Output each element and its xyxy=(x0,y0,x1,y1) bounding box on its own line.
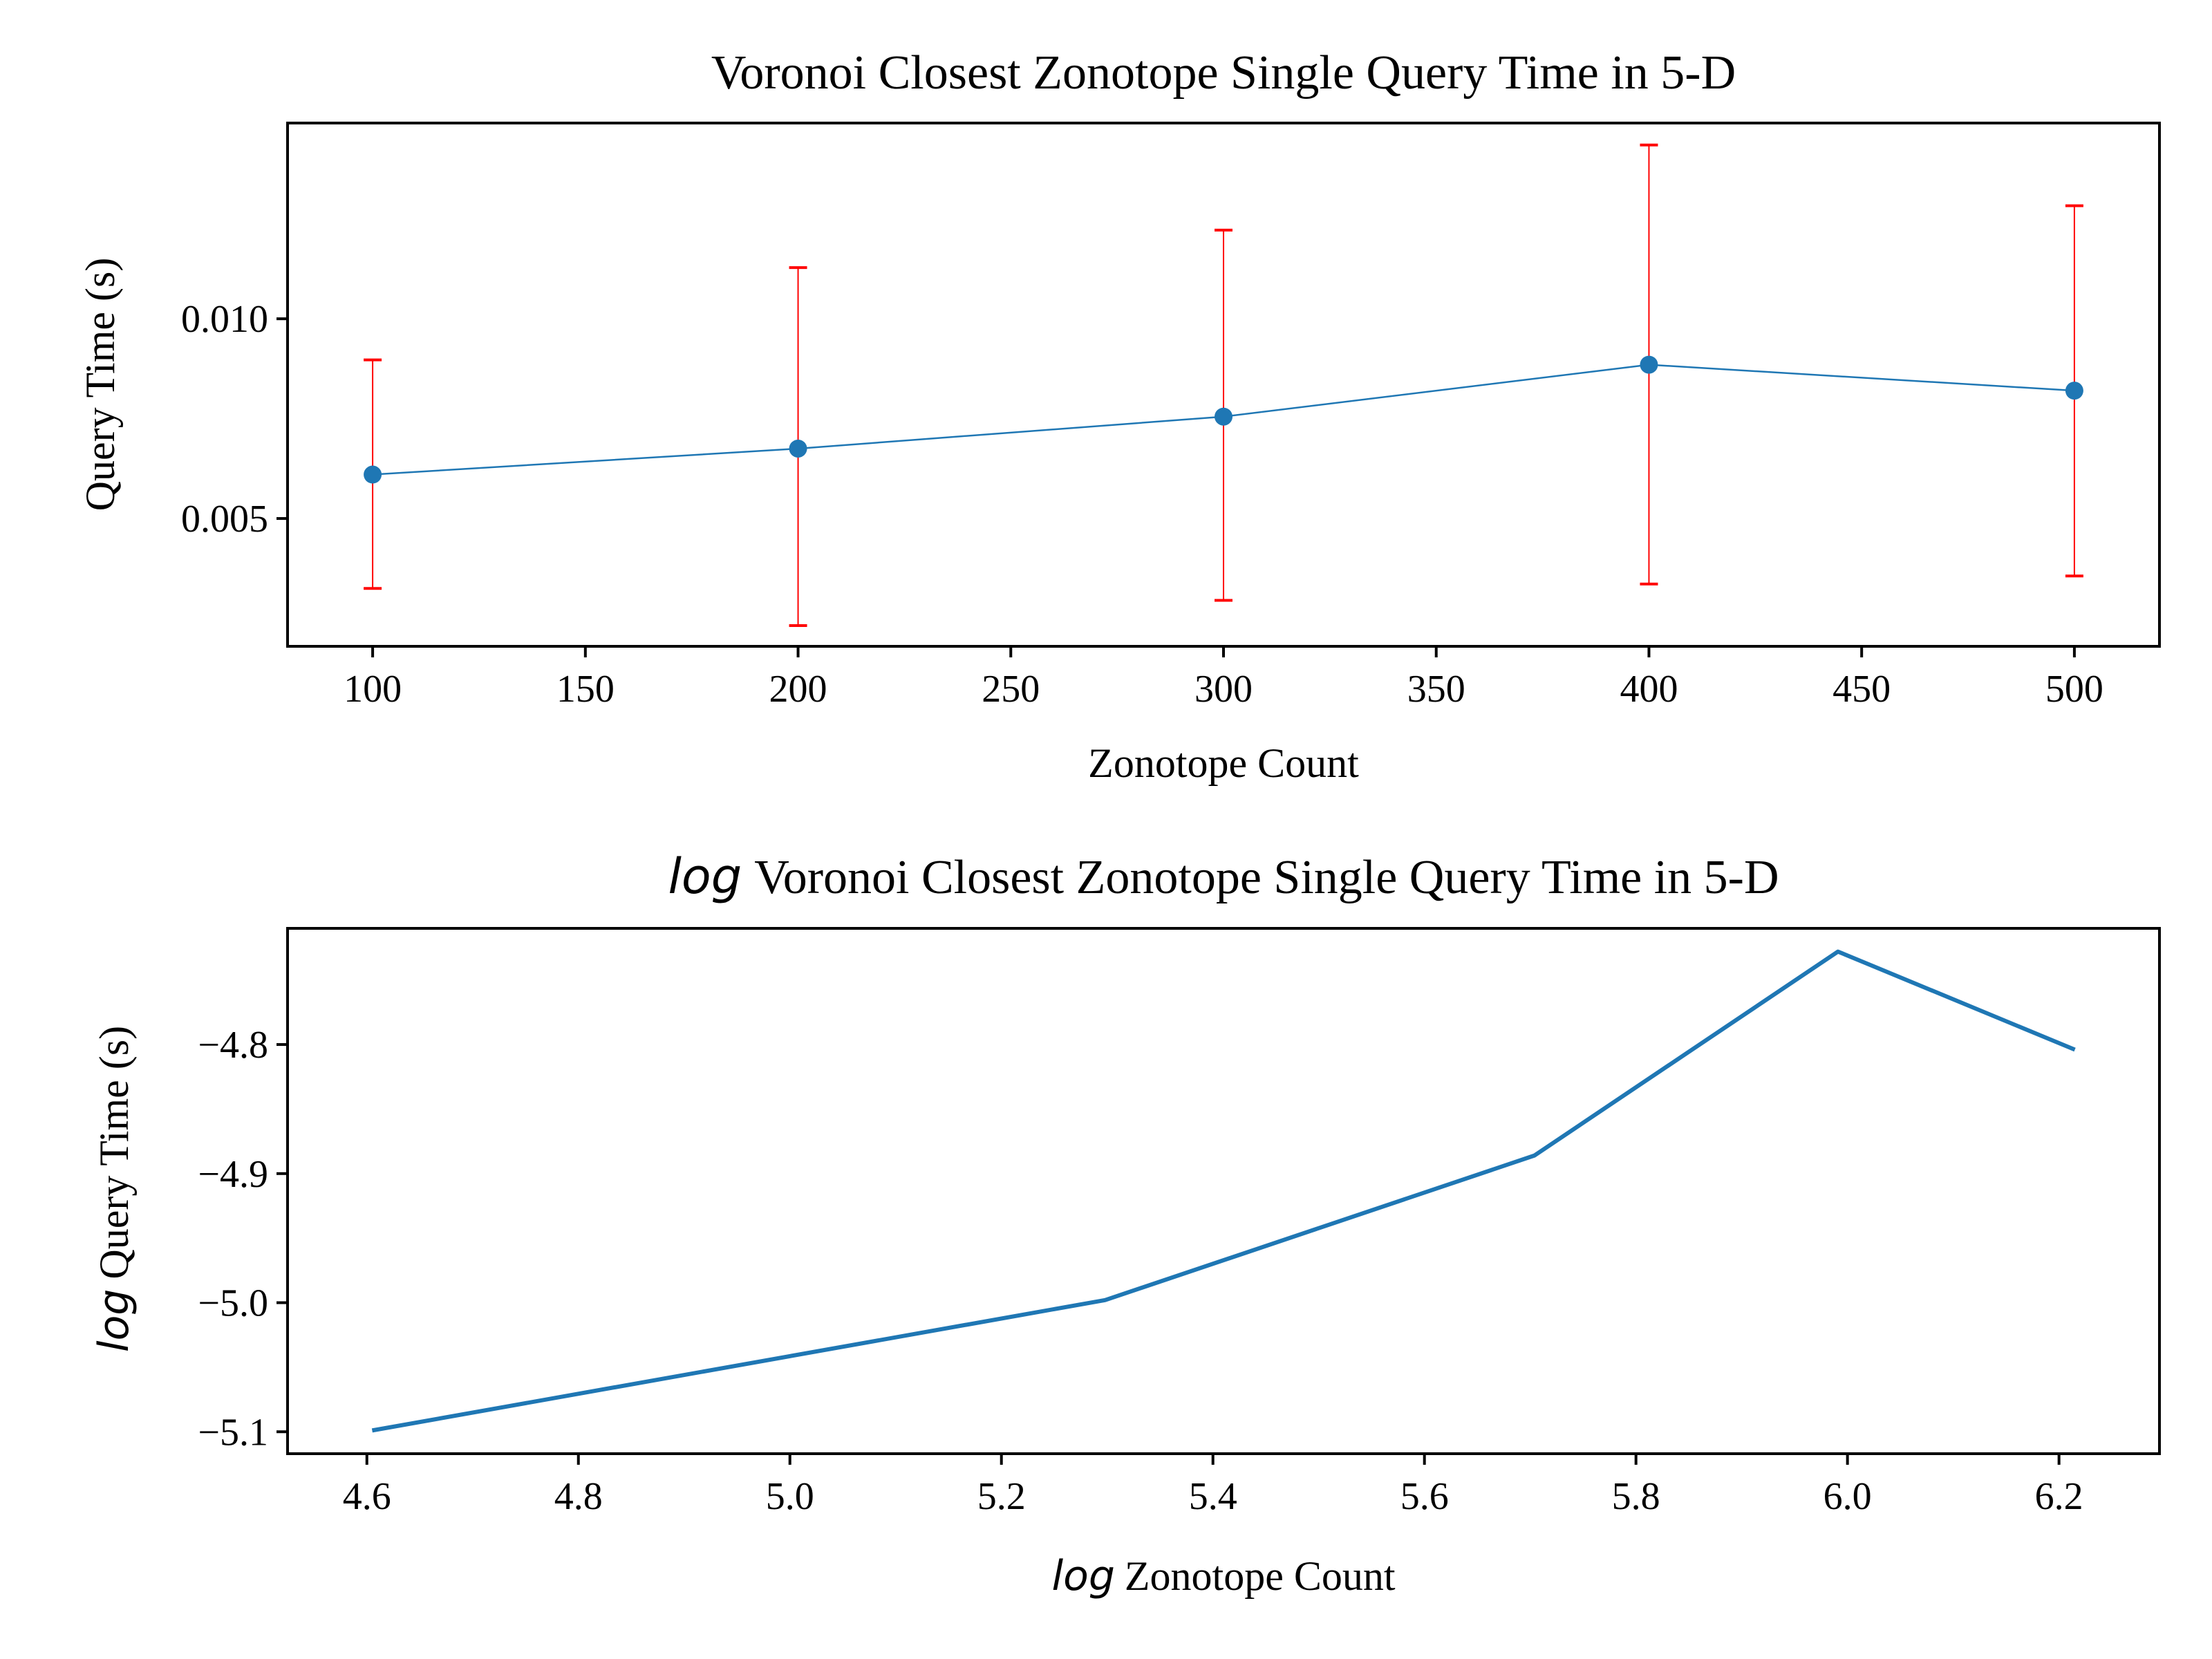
x-tick-label: 6.0 xyxy=(1824,1475,1872,1518)
chart-bottom-title-text: Voronoi Closest Zonotope Single Query Ti… xyxy=(754,851,1779,904)
x-tick-label: 4.6 xyxy=(343,1475,391,1518)
chart-bottom-x-label-text: Zonotope Count xyxy=(1125,1553,1396,1599)
data-point xyxy=(364,465,382,484)
chart-top: Voronoi Closest Zonotope Single Query Ti… xyxy=(77,46,2161,786)
chart-bottom-x-label: log Zonotope Count xyxy=(1051,1552,1395,1600)
chart-bottom-title: log Voronoi Closest Zonotope Single Query… xyxy=(668,848,1779,905)
x-tick-label: 200 xyxy=(769,668,827,711)
chart-top-series xyxy=(364,355,2083,484)
y-tick-label: −4.9 xyxy=(198,1153,268,1196)
y-tick-label: −5.1 xyxy=(198,1411,268,1454)
chart-top-y-label: Query Time (s) xyxy=(77,258,123,512)
chart-bottom-y-ticks: −5.1 −5.0 −4.9 −4.8 xyxy=(198,1024,288,1454)
x-tick-label: 6.2 xyxy=(2035,1475,2083,1518)
x-tick-label: 350 xyxy=(1407,668,1465,711)
x-tick-label: 5.0 xyxy=(766,1475,814,1518)
y-tick-label: 0.010 xyxy=(181,298,268,341)
x-tick-label: 5.8 xyxy=(1612,1475,1660,1518)
data-point xyxy=(1215,407,1232,426)
x-tick-label: 4.8 xyxy=(554,1475,603,1518)
x-tick-label: 150 xyxy=(556,668,615,711)
chart-bottom-y-label: log Query Time (s) xyxy=(90,1026,138,1352)
x-tick-label: 5.4 xyxy=(1189,1475,1237,1518)
chart-bottom-y-label-log: log xyxy=(90,1289,138,1352)
y-tick-label: −4.8 xyxy=(198,1024,268,1067)
x-tick-label: 5.6 xyxy=(1400,1475,1449,1518)
chart-bottom-title-log: log xyxy=(668,848,742,905)
chart-top-x-label: Zonotope Count xyxy=(1088,740,1359,786)
chart-top-error-bars xyxy=(364,143,2083,627)
x-tick-label: 450 xyxy=(1833,668,1891,711)
chart-bottom-frame xyxy=(286,927,2161,1455)
y-tick-label: 0.005 xyxy=(181,498,268,541)
chart-bottom-x-ticks: 4.6 4.8 5.0 5.2 5.4 5.6 5.8 6.0 6.2 xyxy=(343,1454,2083,1518)
x-tick-label: 500 xyxy=(2045,668,2103,711)
chart-top-x-ticks: 100 150 200 250 300 350 400 450 500 xyxy=(344,646,2103,711)
chart-bottom: log Voronoi Closest Zonotope Single Query… xyxy=(90,848,2161,1600)
data-point xyxy=(1640,355,1658,374)
x-tick-label: 400 xyxy=(1620,668,1678,711)
chart-top-title: Voronoi Closest Zonotope Single Query Ti… xyxy=(711,46,1736,100)
chart-bottom-series xyxy=(371,949,2076,1433)
x-tick-label: 300 xyxy=(1194,668,1253,711)
x-tick-label: 250 xyxy=(982,668,1040,711)
x-tick-label: 5.2 xyxy=(977,1475,1026,1518)
y-tick-label: −5.0 xyxy=(198,1282,268,1325)
chart-bottom-y-label-text: Query Time (s) xyxy=(91,1026,137,1280)
data-point xyxy=(789,439,807,458)
x-tick-label: 100 xyxy=(344,668,402,711)
chart-bottom-x-label-log: log xyxy=(1051,1552,1114,1600)
series-line xyxy=(371,949,2076,1433)
data-point xyxy=(2065,382,2083,400)
chart-top-y-ticks: 0.005 0.010 xyxy=(181,298,288,541)
